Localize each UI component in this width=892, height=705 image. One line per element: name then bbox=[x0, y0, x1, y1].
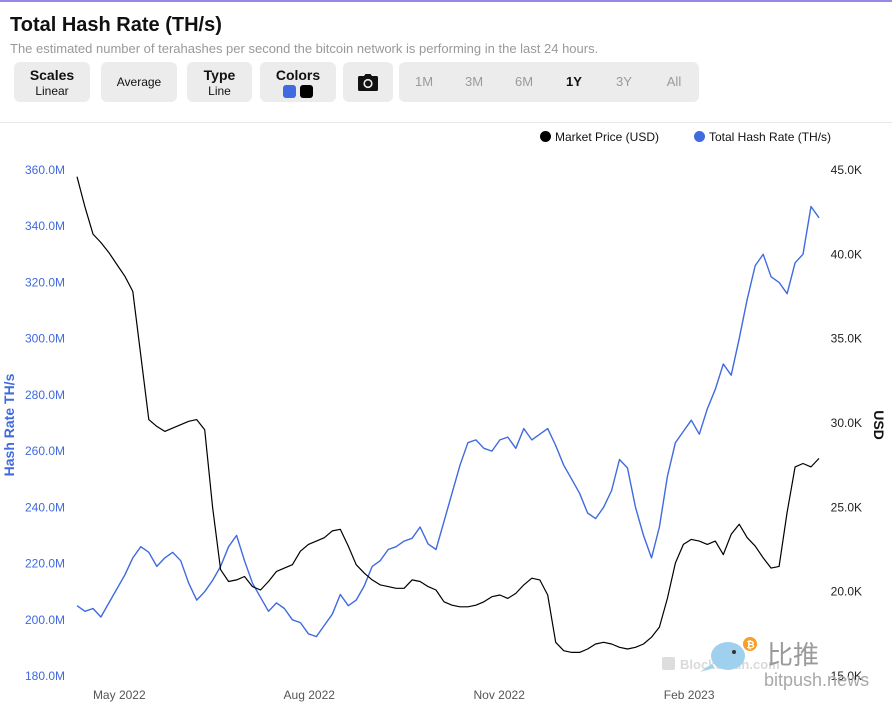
hash-rate-line bbox=[76, 205, 820, 638]
svg-text:₿: ₿ bbox=[747, 639, 755, 651]
legend-dot-icon bbox=[540, 131, 551, 142]
legend-item-market-price[interactable]: Market Price (USD) bbox=[540, 130, 659, 144]
legend-label: Total Hash Rate (TH/s) bbox=[709, 130, 832, 144]
left-axis-tick: 300.0M bbox=[25, 332, 65, 346]
time-range-selector: 1M 3M 6M 1Y 3Y All bbox=[399, 62, 699, 102]
hashrate-color-swatch[interactable] bbox=[283, 85, 296, 98]
left-axis-tick: 240.0M bbox=[25, 500, 65, 514]
type-value: Line bbox=[208, 84, 231, 98]
left-axis-tick: 280.0M bbox=[25, 388, 65, 402]
right-axis-tick: 25.0K bbox=[831, 500, 862, 514]
scales-button[interactable]: Scales Linear bbox=[14, 62, 90, 102]
price-color-swatch[interactable] bbox=[300, 85, 313, 98]
range-button-all[interactable]: All bbox=[666, 74, 682, 89]
left-axis-tick: 180.0M bbox=[25, 669, 65, 683]
header-divider bbox=[0, 122, 892, 123]
camera-button[interactable] bbox=[343, 62, 393, 102]
right-axis-tick: 20.0K bbox=[831, 585, 862, 599]
x-axis-tick: Aug 2022 bbox=[284, 688, 336, 702]
left-axis-label: Hash Rate TH/s bbox=[1, 373, 17, 476]
blockchain-logo-icon bbox=[662, 657, 675, 670]
average-button[interactable]: Average bbox=[101, 62, 177, 102]
right-axis-tick: 30.0K bbox=[831, 416, 862, 430]
scales-label: Scales bbox=[29, 67, 75, 83]
right-axis-ticks: 45.0K 40.0K 35.0K 30.0K 25.0K 20.0K 15.0K bbox=[831, 163, 862, 683]
right-axis-tick: 15.0K bbox=[831, 669, 862, 683]
range-button-3y[interactable]: 3Y bbox=[616, 74, 632, 89]
left-axis-ticks: 360.0M 340.0M 320.0M 300.0M 280.0M 260.0M 240.… bbox=[25, 163, 65, 683]
watermark-logo-text: 比推 bbox=[767, 640, 819, 670]
right-axis-tick: 35.0K bbox=[831, 332, 862, 346]
top-accent-line bbox=[0, 0, 892, 2]
left-axis-tick: 340.0M bbox=[25, 219, 65, 233]
x-axis-tick: May 2022 bbox=[93, 688, 146, 702]
type-label: Type bbox=[203, 67, 236, 83]
range-button-3m[interactable]: 3M bbox=[464, 74, 484, 89]
type-button[interactable]: Type Line bbox=[187, 62, 252, 102]
page-subtitle: The estimated number of terahashes per s… bbox=[10, 41, 599, 56]
right-axis-label: USD bbox=[871, 410, 887, 440]
range-button-1y[interactable]: 1Y bbox=[566, 74, 582, 89]
legend-dot-icon bbox=[694, 131, 705, 142]
watermark-site: bitpush.news bbox=[764, 670, 869, 690]
bitcoin-coin-icon bbox=[743, 637, 757, 651]
x-axis-ticks: May 2022 Aug 2022 Nov 2022 Feb 2023 bbox=[93, 688, 715, 702]
left-axis-tick: 220.0M bbox=[25, 557, 65, 571]
scales-value: Linear bbox=[35, 84, 69, 98]
legend-item-hash-rate[interactable]: Total Hash Rate (TH/s) bbox=[694, 130, 831, 144]
colors-button[interactable]: Colors bbox=[260, 62, 336, 102]
bitpush-watermark: ₿ 比推 bitpush.news bbox=[700, 637, 869, 690]
x-axis-tick: Nov 2022 bbox=[474, 688, 526, 702]
left-axis-tick: 320.0M bbox=[25, 275, 65, 289]
left-axis-tick: 260.0M bbox=[25, 444, 65, 458]
colors-label: Colors bbox=[275, 67, 321, 83]
left-axis-tick: 360.0M bbox=[25, 163, 65, 177]
range-button-1m[interactable]: 1M bbox=[414, 74, 434, 89]
market-price-line bbox=[76, 176, 820, 654]
left-axis-tick: 200.0M bbox=[25, 613, 65, 627]
x-axis-tick: Feb 2023 bbox=[664, 688, 715, 702]
camera-icon bbox=[358, 74, 378, 91]
right-axis-tick: 40.0K bbox=[831, 247, 862, 261]
average-label: Average bbox=[116, 75, 162, 89]
series-lines bbox=[76, 176, 820, 654]
legend-label: Market Price (USD) bbox=[555, 130, 660, 144]
page-title: Total Hash Rate (TH/s) bbox=[10, 14, 222, 36]
range-button-6m[interactable]: 6M bbox=[514, 74, 534, 89]
bird-logo-icon bbox=[711, 642, 745, 670]
right-axis-tick: 45.0K bbox=[831, 163, 862, 177]
